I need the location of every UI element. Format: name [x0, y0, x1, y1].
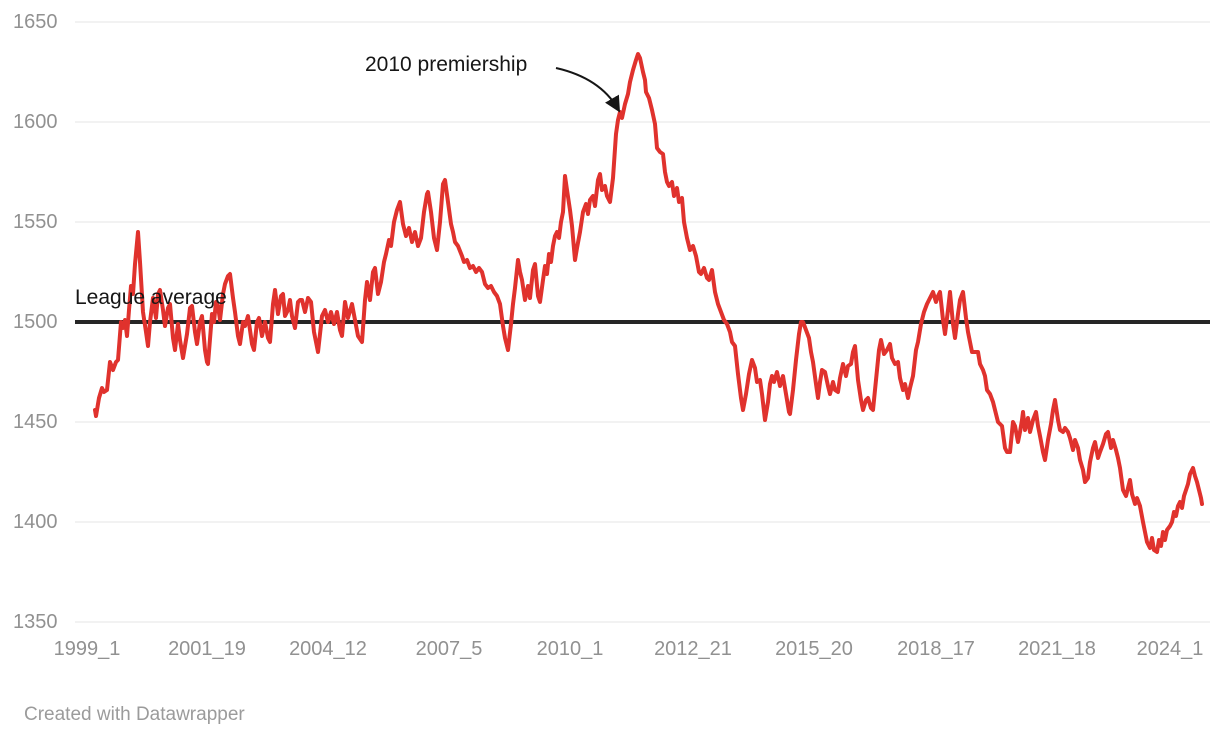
y-axis-label: 1450 [13, 411, 58, 433]
datawrapper-credit: Created with Datawrapper [24, 704, 245, 725]
annotation-arrow [555, 67, 621, 113]
y-axis-label: 1600 [13, 111, 58, 133]
premiership-annotation-label: 2010 premiership [365, 53, 528, 76]
y-axis-label: 1350 [13, 611, 58, 633]
y-axis-label: 1650 [13, 11, 58, 33]
x-axis-label: 2024_1 [1136, 638, 1204, 660]
x-axis-label: 2015_20 [775, 638, 853, 660]
x-axis-label: 2012_21 [654, 638, 732, 660]
y-axis-label: 1500 [13, 311, 58, 333]
x-axis-label: 2021_18 [1018, 638, 1096, 660]
x-axis-label: 1999_1 [53, 638, 121, 660]
x-axis-label: 2018_17 [897, 638, 975, 660]
x-axis-label: 2004_12 [289, 638, 367, 660]
rating-series-line [93, 52, 1204, 554]
x-axis-label: 2007_5 [415, 638, 483, 660]
x-axis-label: 2010_1 [536, 638, 604, 660]
y-axis-label: 1400 [13, 511, 58, 533]
league-average-label: League average [75, 286, 227, 309]
rating-series-group [93, 52, 1204, 554]
y-axis-label: 1550 [13, 211, 58, 233]
x-axis-label: 2001_19 [168, 638, 246, 660]
